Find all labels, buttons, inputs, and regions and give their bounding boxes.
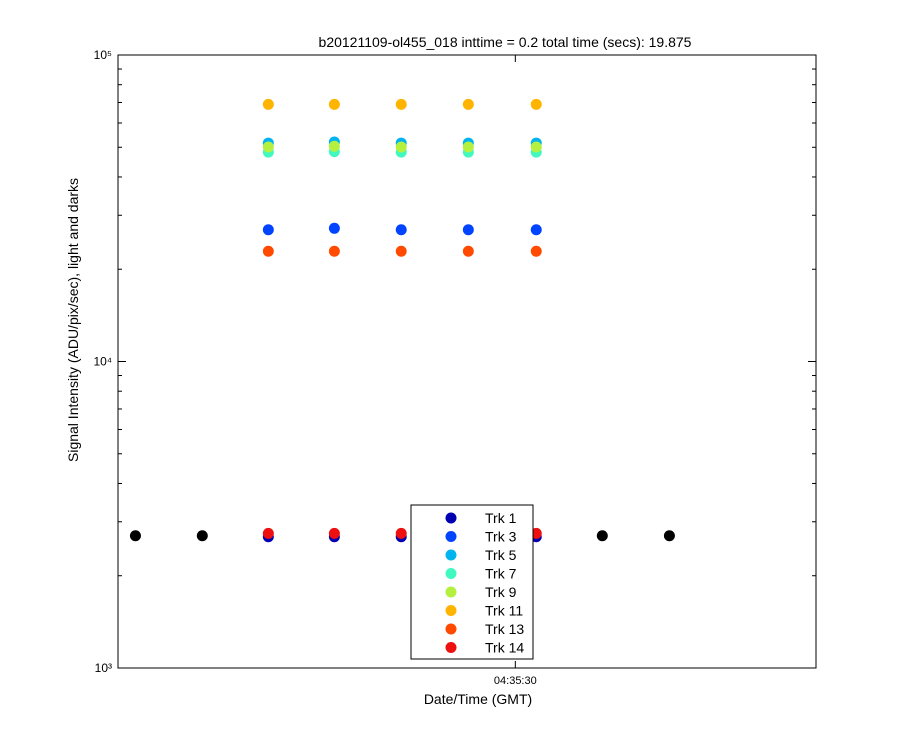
point — [262, 245, 274, 257]
x-tick-label: 04:35:30 — [494, 675, 537, 687]
legend-label: Trk 5 — [485, 547, 517, 563]
legend-marker — [445, 549, 457, 561]
point — [395, 141, 407, 153]
legend-marker — [445, 642, 457, 653]
point — [395, 224, 407, 236]
y-tick-label: 10⁴ — [93, 355, 112, 369]
legend-label: Trk 11 — [485, 603, 523, 619]
legend-label: Trk 3 — [485, 529, 517, 545]
legend-label: Trk 7 — [485, 566, 517, 582]
point — [530, 141, 542, 153]
point — [395, 98, 407, 110]
point — [530, 527, 542, 539]
x-axis-label: Date/Time (GMT) — [424, 691, 532, 707]
point — [262, 224, 274, 236]
point — [328, 140, 340, 152]
point — [596, 530, 608, 542]
point — [462, 98, 474, 110]
point — [462, 141, 474, 153]
point — [262, 141, 274, 153]
legend-marker — [445, 568, 457, 579]
legend-marker — [445, 512, 457, 524]
point — [328, 98, 340, 110]
point — [530, 98, 542, 110]
point — [196, 530, 208, 542]
legend-marker — [445, 623, 457, 635]
legend-marker — [445, 531, 457, 542]
legend-label: Trk 13 — [485, 621, 524, 637]
legend-label: Trk 14 — [485, 640, 524, 656]
point — [462, 245, 474, 257]
legend-marker — [445, 605, 457, 616]
point — [328, 245, 340, 257]
point — [395, 245, 407, 257]
point — [663, 530, 675, 542]
legend-marker — [445, 586, 457, 598]
legend-label: Trk 9 — [485, 584, 517, 600]
point — [395, 527, 407, 539]
point — [328, 527, 340, 539]
y-tick-label: 10⁵ — [94, 48, 112, 62]
point — [530, 245, 542, 257]
y-axis-label: Signal Intensity (ADU/pix/sec), light an… — [65, 178, 81, 462]
point — [328, 222, 340, 234]
legend-box — [410, 504, 534, 660]
y-tick-label: 10³ — [95, 661, 112, 675]
chart-title: b20121109-ol455_018 inttime = 0.2 total … — [319, 34, 692, 50]
point — [462, 224, 474, 236]
point — [262, 527, 274, 539]
point — [262, 98, 274, 110]
point — [530, 224, 542, 236]
legend-label: Trk 1 — [485, 510, 517, 526]
point — [129, 530, 141, 542]
